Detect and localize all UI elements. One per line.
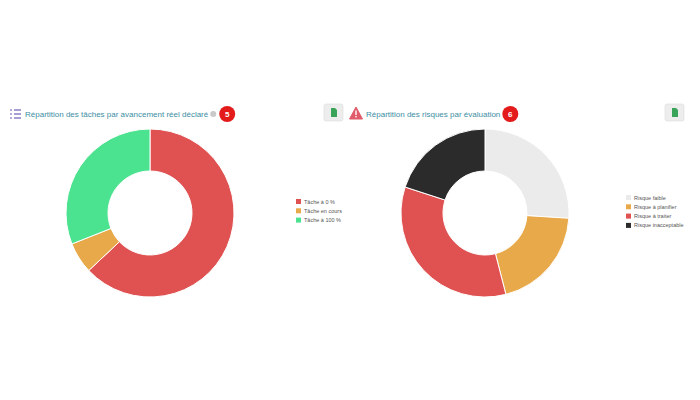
legend: Risque faible Risque à planifier Risque à … bbox=[626, 195, 684, 229]
legend-swatch bbox=[296, 218, 301, 223]
title-icon bbox=[350, 107, 363, 119]
badge-text: 5 bbox=[225, 110, 230, 119]
donut bbox=[401, 129, 569, 297]
legend: Tâche à 0 % Tâche en cours Tâche à 100 % bbox=[296, 199, 342, 224]
legend-label: Tâche à 100 % bbox=[304, 217, 341, 223]
chart-panel: Répartition des risques par évaluation 6 R… bbox=[350, 104, 685, 297]
legend-swatch bbox=[626, 214, 631, 219]
count-badge bbox=[502, 106, 518, 122]
export-button[interactable] bbox=[324, 104, 343, 121]
export-button[interactable] bbox=[665, 104, 684, 121]
chart-panel: Répartition des tâches par avancement ré… bbox=[10, 104, 343, 297]
icon-line bbox=[10, 109, 12, 110]
chart-title: Répartition des risques par évaluation bbox=[366, 110, 500, 119]
legend-label: Tâche en cours bbox=[304, 208, 342, 214]
warning-mark bbox=[355, 116, 356, 117]
title-icon bbox=[10, 110, 21, 118]
legend-swatch bbox=[626, 195, 631, 200]
export-icon[interactable] bbox=[331, 108, 337, 117]
legend-label: Risque à planifier bbox=[634, 204, 677, 210]
canvas: Répartition des tâches par avancement ré… bbox=[0, 0, 700, 400]
donut-slice[interactable] bbox=[401, 187, 506, 297]
legend-swatch bbox=[296, 208, 301, 213]
badge-text: 6 bbox=[508, 110, 513, 119]
legend-label: Tâche à 0 % bbox=[304, 199, 335, 205]
donut-slice[interactable] bbox=[485, 129, 569, 218]
icon-line bbox=[14, 117, 21, 118]
icon-line bbox=[10, 117, 12, 118]
legend-label: Risque faible bbox=[634, 195, 666, 201]
donut-slice[interactable] bbox=[495, 216, 568, 295]
export-button-bg[interactable] bbox=[665, 104, 684, 121]
count-badge bbox=[219, 106, 235, 122]
legend-swatch bbox=[626, 204, 631, 209]
donut bbox=[66, 129, 234, 297]
legend-swatch bbox=[626, 223, 631, 228]
legend-label: Risque à traiter bbox=[634, 213, 671, 219]
donut-slice[interactable] bbox=[405, 129, 485, 200]
icon-line bbox=[14, 113, 21, 114]
warning-triangle bbox=[350, 107, 363, 119]
legend-label: Risque inacceptable bbox=[634, 222, 684, 228]
icon-line bbox=[14, 109, 21, 110]
export-button-bg[interactable] bbox=[324, 104, 343, 121]
legend-swatch bbox=[296, 199, 301, 204]
page: Répartition des tâches par avancement ré… bbox=[0, 0, 700, 400]
donut-slice[interactable] bbox=[66, 129, 150, 244]
chart-title: Répartition des tâches par avancement ré… bbox=[25, 110, 209, 119]
warning-mark bbox=[355, 111, 356, 116]
info-icon[interactable] bbox=[210, 111, 216, 117]
icon-line bbox=[10, 113, 12, 114]
export-icon[interactable] bbox=[672, 108, 678, 117]
